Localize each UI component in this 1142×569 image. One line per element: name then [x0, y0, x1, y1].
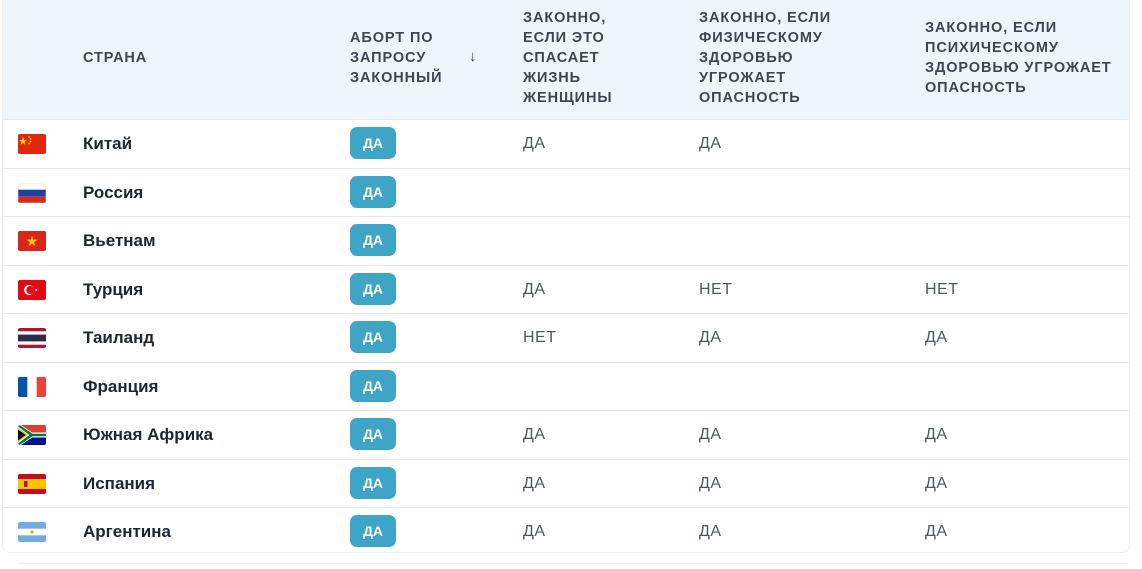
table-row[interactable]: Таиланд ДА НЕТ ДА ДА: [3, 313, 1129, 362]
table-row[interactable]: Турция ДА ДА НЕТ НЕТ: [3, 264, 1129, 314]
life-cell: ДА: [523, 523, 546, 540]
status-badge: ДА: [350, 321, 396, 353]
country-name: Россия: [83, 182, 144, 202]
physical-cell: ДА: [699, 426, 722, 443]
data-table: СТРАНА АБОРТ ПО ЗАПРОСУ ЗАКОННЫЙ ↓ ЗАКОН…: [2, 0, 1130, 553]
country-name: Турция: [83, 279, 144, 299]
physical-cell: ДА: [699, 523, 722, 540]
life-cell: НЕТ: [523, 329, 557, 346]
mental-cell: ДА: [925, 523, 948, 540]
mental-cell: НЕТ: [925, 280, 959, 298]
header-physical[interactable]: ЗАКОННО, ЕСЛИ ФИЗИЧЕСКОМУ ЗДОРОВЬЮ УГРОЖ…: [699, 10, 832, 106]
header-on-request[interactable]: АБОРТ ПО ЗАПРОСУ ЗАКОННЫЙ: [350, 30, 443, 86]
table-row[interactable]: Вьетнам ДА: [3, 216, 1129, 265]
header-country[interactable]: СТРАНА: [83, 50, 148, 66]
mental-cell: ДА: [925, 426, 948, 443]
france-flag-icon: [18, 376, 46, 397]
status-badge: ДА: [350, 418, 396, 450]
russia-flag-icon: [18, 182, 46, 203]
status-badge: ДА: [350, 466, 396, 499]
life-cell: ДА: [523, 426, 546, 443]
status-badge: ДА: [350, 369, 396, 402]
sort-arrow-icon[interactable]: ↓: [469, 48, 477, 65]
country-name: Южная Африка: [83, 425, 214, 444]
physical-cell: ДА: [699, 329, 722, 346]
life-cell: ДА: [523, 135, 546, 152]
country-name: Франция: [83, 376, 159, 396]
country-name: Таиланд: [83, 328, 155, 347]
country-name: Аргентина: [83, 522, 171, 541]
thailand-flag-icon: [18, 328, 46, 348]
table-row[interactable]: Аргентина ДА ДА ДА ДА: [3, 507, 1129, 552]
argentina-flag-icon: [18, 522, 46, 542]
table-row[interactable]: Китай ДА ДА ДА: [3, 119, 1129, 168]
country-name: Испания: [83, 473, 156, 493]
status-badge: ДА: [350, 175, 396, 208]
status-badge: ДА: [350, 515, 396, 547]
physical-cell: НЕТ: [699, 280, 733, 298]
mental-cell: ДА: [925, 329, 948, 346]
physical-cell: ДА: [699, 474, 722, 492]
turkey-flag-icon: [18, 279, 46, 300]
table-row[interactable]: Россия ДА: [3, 167, 1129, 217]
status-badge: ДА: [350, 272, 396, 305]
life-cell: ДА: [523, 474, 546, 492]
china-flag-icon: [18, 134, 46, 154]
life-cell: ДА: [523, 280, 546, 298]
spain-flag-icon: [18, 473, 46, 494]
table-row[interactable]: Испания ДА ДА ДА ДА: [3, 458, 1129, 508]
table-row[interactable]: Южная Африка ДА ДА ДА ДА: [3, 410, 1129, 459]
table-header: СТРАНА АБОРТ ПО ЗАПРОСУ ЗАКОННЫЙ ↓ ЗАКОН…: [3, 0, 1129, 119]
table-row[interactable]: Франция ДА: [3, 361, 1129, 411]
country-name: Китай: [83, 134, 133, 153]
status-badge: ДА: [350, 127, 396, 159]
mental-cell: ДА: [925, 474, 948, 492]
country-name: Вьетнам: [83, 231, 156, 250]
physical-cell: ДА: [699, 135, 722, 152]
header-mental[interactable]: ЗАКОННО, ЕСЛИ ПСИХИЧЕСКОМУ ЗДОРОВЬЮ УГРО…: [925, 20, 1112, 96]
status-badge: ДА: [350, 224, 396, 256]
vietnam-flag-icon: [18, 231, 46, 251]
header-life[interactable]: ЗАКОННО, ЕСЛИ ЭТО СПАСАЕТ ЖИЗНЬ ЖЕНЩИНЫ: [523, 10, 613, 106]
south-africa-flag-icon: [18, 425, 46, 445]
divider: [18, 563, 1128, 564]
